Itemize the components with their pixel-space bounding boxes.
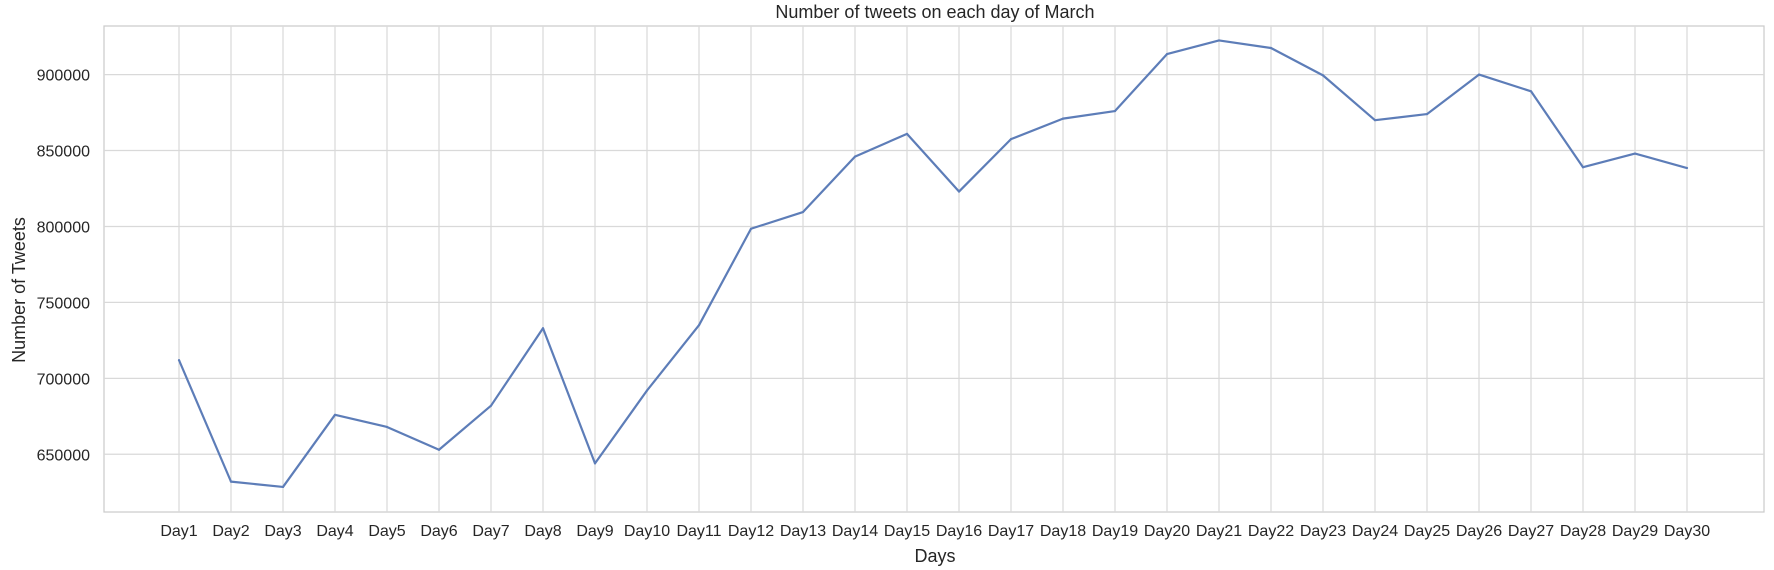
data-point: [1529, 90, 1533, 93]
x-tick-label: Day12: [728, 523, 774, 540]
x-tick-label: Day15: [884, 523, 930, 540]
data-point: [1685, 166, 1689, 170]
x-tick-label: Day16: [936, 523, 982, 540]
x-tick-label: Day22: [1248, 523, 1294, 540]
data-point: [177, 359, 181, 362]
data-point: [1581, 166, 1585, 169]
data-point: [853, 155, 857, 158]
x-tick-label: Day24: [1352, 523, 1398, 540]
y-axis-title: Number of Tweets: [9, 217, 29, 363]
data-point: [385, 425, 389, 429]
x-tick-label: Day1: [160, 523, 197, 540]
x-tick-label: Day18: [1040, 523, 1086, 540]
x-tick-label: Day25: [1404, 523, 1450, 540]
data-point: [1425, 112, 1429, 116]
x-tick-label: Day7: [472, 523, 509, 540]
data-point: [1321, 74, 1325, 77]
data-point: [801, 210, 805, 214]
x-tick-label: Day6: [420, 523, 457, 540]
x-tick-label: Day10: [624, 523, 670, 540]
data-point: [333, 413, 337, 416]
data-point: [645, 389, 649, 392]
y-tick-label: 750000: [37, 295, 90, 312]
data-point: [1009, 138, 1013, 141]
series-layer: [177, 39, 1689, 489]
y-tick-label: 650000: [37, 447, 90, 464]
data-point: [1477, 73, 1481, 76]
x-tick-label: Day27: [1508, 523, 1554, 540]
data-point: [229, 480, 233, 483]
x-tick-label: Day4: [316, 523, 353, 540]
x-tick-label: Day23: [1300, 523, 1346, 540]
y-tick-label: 850000: [37, 144, 90, 161]
data-point: [905, 132, 909, 135]
data-point: [593, 462, 597, 465]
y-tick-label: 800000: [37, 219, 90, 236]
x-tick-label: Day30: [1664, 523, 1710, 540]
data-point: [957, 190, 961, 193]
data-point: [281, 485, 285, 489]
y-tick-label: 700000: [37, 371, 90, 388]
x-tick-label: Day8: [524, 523, 561, 540]
data-point: [1113, 109, 1117, 113]
x-tick-label: Day9: [576, 523, 613, 540]
x-tick-label: Day3: [264, 523, 301, 540]
data-point: [1633, 152, 1637, 155]
x-tick-label: Day20: [1144, 523, 1190, 540]
x-gridlines: [178, 26, 1688, 512]
x-tick-labels: Day1 Day2 Day3 Day4 Day5 Day6 Day7 Day8 Day9 Day1…: [160, 523, 1710, 540]
x-tick-label: Day17: [988, 523, 1034, 540]
x-tick-label: Day2: [212, 523, 249, 540]
data-point: [1373, 119, 1377, 122]
data-point: [437, 448, 441, 451]
x-tick-label: Day21: [1196, 523, 1242, 540]
x-tick-label: Day26: [1456, 523, 1502, 540]
y-tick-label: 900000: [37, 68, 90, 85]
plot-area: [103, 25, 1765, 513]
y-tick-labels: 650000 700000 750000 800000 850000 900000: [37, 68, 90, 465]
x-tick-label: Day13: [780, 523, 826, 540]
series-line: [177, 39, 1688, 489]
x-axis-title: Days: [914, 546, 955, 566]
data-point: [1217, 39, 1221, 42]
data-point: [697, 324, 701, 327]
data-point: [1165, 52, 1169, 56]
chart-title: Number of tweets on each day of March: [775, 2, 1094, 22]
x-tick-label: Day14: [832, 523, 878, 540]
data-point: [749, 227, 753, 230]
x-tick-label: Day29: [1612, 523, 1658, 540]
x-tick-label: Day28: [1560, 523, 1606, 540]
data-point: [541, 327, 545, 330]
data-point: [1269, 46, 1273, 50]
data-point: [489, 404, 493, 407]
x-tick-label: Day19: [1092, 523, 1138, 540]
data-point: [1061, 117, 1065, 120]
x-tick-label: Day5: [368, 523, 405, 540]
y-gridlines: [104, 73, 1764, 455]
x-tick-label: Day11: [676, 523, 721, 540]
